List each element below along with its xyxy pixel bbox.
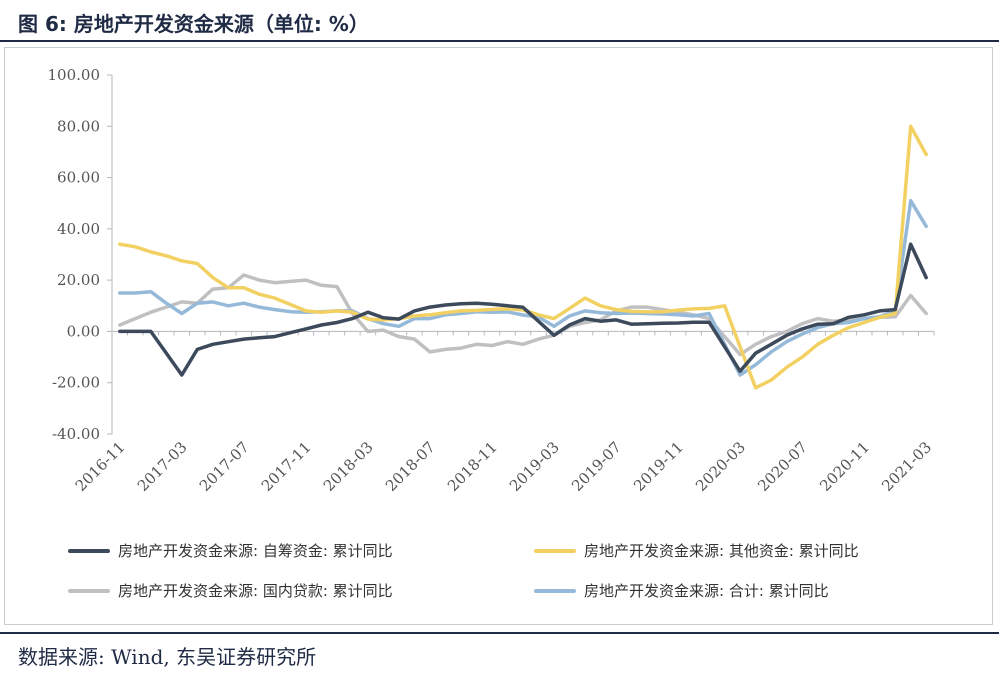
x-tick-label: 2018-07 bbox=[382, 438, 439, 495]
x-tick-label: 2017-11 bbox=[258, 438, 315, 495]
legend-item-self-raised: 房地产开发资金来源: 自筹资金: 累计同比 bbox=[68, 540, 393, 561]
x-tick-label: 2019-11 bbox=[630, 438, 687, 495]
y-tick-label: 100.00 bbox=[48, 66, 101, 84]
y-tick-label: 20.00 bbox=[57, 271, 100, 289]
y-tick-label: 40.00 bbox=[57, 220, 100, 238]
legend-label: 房地产开发资金来源: 其他资金: 累计同比 bbox=[584, 542, 859, 560]
x-tick-label: 2020-11 bbox=[816, 438, 873, 495]
series-line-2 bbox=[118, 273, 928, 357]
series-line-3 bbox=[118, 198, 928, 377]
y-tick-label: 80.00 bbox=[57, 117, 100, 135]
x-tick-label: 2021-03 bbox=[878, 438, 935, 495]
source-rule bbox=[0, 632, 999, 634]
y-tick-label: 60.00 bbox=[57, 169, 100, 187]
y-axis-ticks: -40.00 -20.00 0.00 20.00 40.00 60.00 80.00 100.… bbox=[48, 66, 112, 443]
series-lines bbox=[118, 124, 928, 390]
source-note: 数据来源: Wind, 东吴证券研究所 bbox=[18, 645, 317, 669]
legend-label: 房地产开发资金来源: 自筹资金: 累计同比 bbox=[118, 542, 393, 560]
x-tick-label: 2018-11 bbox=[444, 438, 501, 495]
legend-item-domestic-loans: 房地产开发资金来源: 国内贷款: 累计同比 bbox=[68, 580, 393, 601]
legend-swatch bbox=[68, 548, 110, 553]
legend-label: 房地产开发资金来源: 国内贷款: 累计同比 bbox=[118, 582, 393, 600]
figure-title: 图 6: 房地产开发资金来源（单位: %） bbox=[18, 12, 369, 36]
x-tick-label: 2017-07 bbox=[196, 438, 253, 495]
x-tick-label: 2017-03 bbox=[134, 438, 191, 495]
x-tick-label: 2020-03 bbox=[692, 438, 749, 495]
legend-label: 房地产开发资金来源: 合计: 累计同比 bbox=[584, 582, 829, 600]
legend-swatch bbox=[68, 588, 110, 593]
x-tick-label: 2019-07 bbox=[568, 438, 625, 495]
x-tick-label: 2018-03 bbox=[320, 438, 377, 495]
y-tick-label: 0.00 bbox=[67, 322, 100, 340]
y-tick-label: -40.00 bbox=[52, 425, 100, 443]
title-rule bbox=[0, 40, 999, 42]
y-tick-label: -20.00 bbox=[52, 374, 100, 392]
chart-frame bbox=[4, 47, 993, 625]
series-line-0 bbox=[118, 242, 928, 377]
x-tick-label: 2016-11 bbox=[72, 438, 129, 495]
y-grid bbox=[111, 75, 934, 434]
legend-item-total: 房地产开发资金来源: 合计: 累计同比 bbox=[534, 580, 829, 601]
legend-item-other-funds: 房地产开发资金来源: 其他资金: 累计同比 bbox=[534, 540, 859, 561]
x-tick-label: 2020-07 bbox=[754, 438, 811, 495]
legend-swatch bbox=[534, 588, 576, 593]
x-tick-label: 2019-03 bbox=[506, 438, 563, 495]
series-line-1 bbox=[118, 124, 928, 390]
legend-swatch bbox=[534, 548, 576, 553]
